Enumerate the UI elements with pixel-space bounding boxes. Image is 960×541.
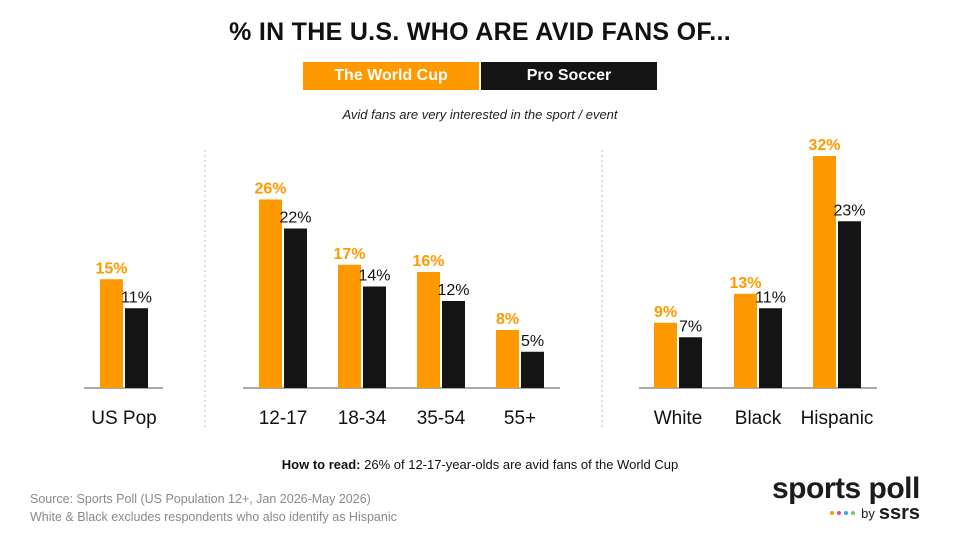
pro-soccer-value-label-18-34: 14% [358, 268, 390, 285]
pro-soccer-bar-Hispanic [838, 221, 861, 388]
pro-soccer-value-label-12-17: 22% [279, 210, 311, 227]
category-label-55+: 55+ [504, 408, 536, 429]
pro-soccer-value-label-35-54: 12% [437, 282, 469, 299]
world-cup-bar-Black [734, 293, 757, 388]
category-label-18-34: 18-34 [338, 408, 387, 429]
world-cup-bar-18-34 [338, 264, 361, 388]
logo-dot-3 [844, 511, 849, 515]
logo-dot-4 [851, 511, 856, 515]
how-to-read-text: 26% of 12-17-year-olds are avid fans of … [364, 457, 679, 472]
category-label-12-17: 12-17 [259, 408, 308, 429]
pro-soccer-bar-US Pop [125, 308, 148, 388]
pro-soccer-bar-12-17 [284, 228, 307, 388]
source-line-2: White & Black excludes respondents who a… [30, 510, 397, 524]
pro-soccer-bar-18-34 [363, 286, 386, 388]
world-cup-value-label-18-34: 17% [333, 246, 365, 263]
world-cup-value-label-White: 9% [654, 304, 677, 321]
pro-soccer-value-label-Hispanic: 23% [833, 202, 865, 219]
world-cup-value-label-35-54: 16% [412, 253, 444, 270]
pro-soccer-value-label-White: 7% [679, 318, 702, 335]
world-cup-value-label-12-17: 26% [254, 181, 286, 198]
logo-brand-text: ssrs [878, 502, 920, 524]
source-note: Source: Sports Poll (US Population 12+, … [30, 490, 397, 526]
chart-title: % IN THE U.S. WHO ARE AVID FANS OF... [229, 18, 731, 46]
world-cup-value-label-Hispanic: 32% [808, 137, 840, 154]
pro-soccer-bar-35-54 [442, 301, 465, 388]
how-to-read-label: How to read: [281, 457, 361, 472]
logo-sub: by ssrs [772, 503, 920, 523]
pro-soccer-value-label-55+: 5% [521, 333, 544, 350]
category-label-Hispanic: Hispanic [801, 408, 874, 429]
how-to-read-note: How to read: 26% of 12-17-year-olds are … [0, 457, 960, 472]
pro-soccer-bar-Black [759, 308, 782, 388]
world-cup-bar-White [654, 322, 677, 388]
world-cup-value-label-US Pop: 15% [95, 260, 127, 277]
category-label-White: White [654, 408, 703, 429]
world-cup-bar-55+ [496, 330, 519, 388]
world-cup-value-label-55+: 8% [496, 311, 519, 328]
pro-soccer-bar-White [679, 337, 702, 388]
logo-dot-2 [837, 511, 842, 515]
world-cup-bar-35-54 [417, 272, 440, 388]
world-cup-bar-Hispanic [813, 156, 836, 388]
category-label-Black: Black [735, 408, 782, 429]
legend-pro-soccer: Pro Soccer [481, 62, 657, 90]
pro-soccer-value-label-Black: 11% [755, 289, 786, 306]
pro-soccer-value-label-US Pop: 11% [121, 289, 152, 306]
category-label-US Pop: US Pop [91, 408, 156, 429]
chart-subtitle: Avid fans are very interested in the spo… [342, 107, 618, 122]
logo-by-text: by [861, 505, 875, 521]
source-line-1: Source: Sports Poll (US Population 12+, … [30, 492, 371, 506]
world-cup-bar-12-17 [259, 199, 282, 388]
world-cup-bar-US Pop [100, 279, 123, 388]
legend-world-cup: The World Cup [303, 62, 479, 90]
pro-soccer-bar-55+ [521, 351, 544, 388]
sports-poll-logo: sports poll by ssrs [772, 472, 932, 524]
logo-dot-1 [830, 511, 835, 515]
world-cup-value-label-Black: 13% [729, 275, 761, 292]
logo-main-text: sports poll [772, 472, 920, 505]
legend: The World Cup Pro Soccer [303, 62, 657, 90]
category-label-35-54: 35-54 [417, 408, 466, 429]
